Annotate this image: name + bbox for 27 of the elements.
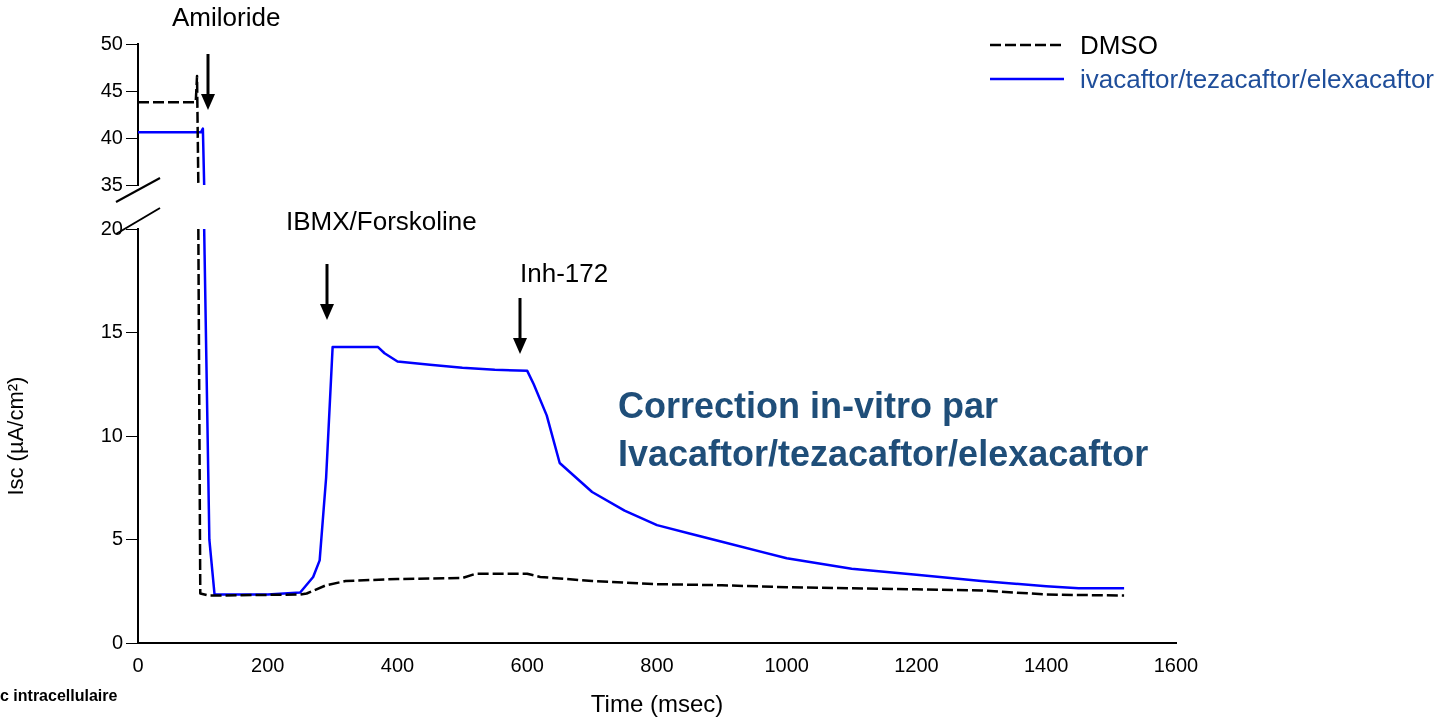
x-axis-title: Time (msec) bbox=[590, 690, 724, 718]
y-tick-label: 20 bbox=[100, 216, 123, 239]
x-tick-label: 0 bbox=[132, 653, 144, 676]
y-tick-label: 35 bbox=[100, 172, 123, 195]
x-tick-label: 200 bbox=[251, 653, 285, 676]
legend-label: DMSO bbox=[1079, 29, 1158, 61]
y-tick-label: 40 bbox=[100, 125, 123, 148]
x-tick-label: 600 bbox=[510, 653, 544, 676]
x-tick-label: 400 bbox=[380, 653, 415, 676]
x-tick-label: 1200 bbox=[894, 653, 939, 676]
y-tick-label: 5 bbox=[111, 527, 123, 550]
x-tick-label: 1400 bbox=[1024, 653, 1069, 676]
x-tick-label: 1600 bbox=[1153, 653, 1199, 676]
text: Amiloride bbox=[172, 1, 282, 34]
annotation: Inh-172 bbox=[520, 257, 610, 290]
x-tick-label: 800 bbox=[640, 653, 674, 676]
y-tick-label: 15 bbox=[100, 320, 123, 343]
text: c intracellulaire bbox=[0, 686, 119, 706]
y-tick-label: 45 bbox=[100, 78, 123, 101]
x-tick-label: 1000 bbox=[764, 653, 809, 676]
legend-label: ivacaftor/tezacaftor/elexacaftor bbox=[1079, 63, 1434, 95]
y-tick-label: 0 bbox=[111, 630, 123, 653]
annotation: Correction in-vitro par Ivacaftor/tezacaftor/elexacaftor bbox=[618, 384, 1150, 476]
annotation: IBMX/Forskoline bbox=[286, 205, 478, 238]
y-axis-title: Isc (µA/cm²) bbox=[3, 376, 29, 496]
y-tick-label: 50 bbox=[100, 31, 123, 54]
y-tick-label: 10 bbox=[100, 423, 123, 446]
